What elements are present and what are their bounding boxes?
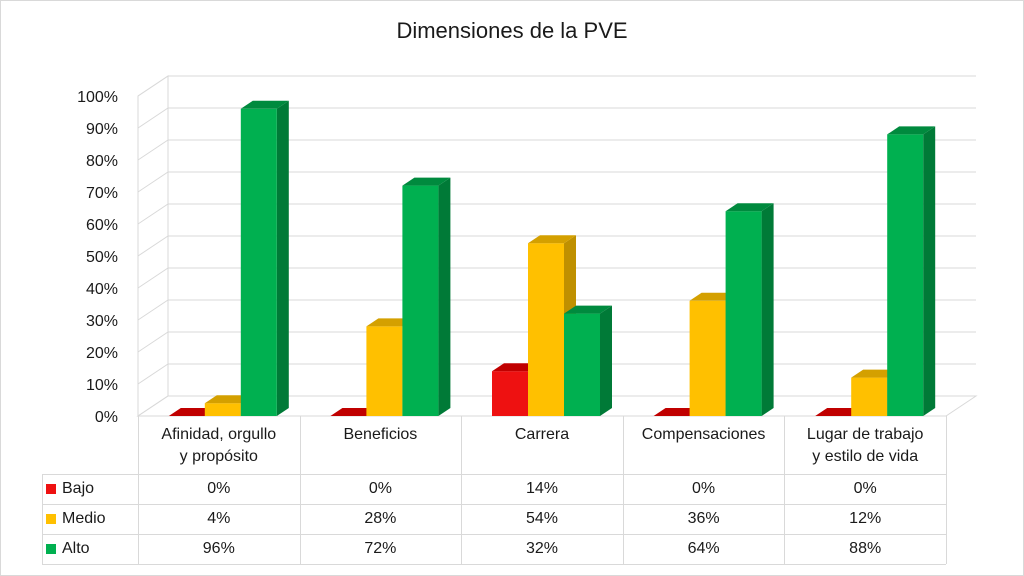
- bar-top: [240, 100, 289, 109]
- series-label: Bajo: [62, 480, 95, 497]
- bar-side: [923, 126, 936, 417]
- bar-alto: [402, 177, 451, 416]
- gridline: [137, 203, 976, 225]
- y-tick-label: 30%: [86, 313, 118, 330]
- table-border: [299, 416, 301, 564]
- bar-front: [725, 211, 762, 416]
- y-tick-label: 80%: [86, 153, 118, 170]
- series-label: Medio: [62, 510, 106, 527]
- y-tick-label: 20%: [86, 345, 118, 362]
- table-border: [42, 564, 946, 565]
- table-border: [138, 416, 139, 564]
- data-cell: 54%: [525, 510, 558, 527]
- y-tick-label: 40%: [86, 281, 118, 298]
- table-border: [42, 534, 946, 535]
- bar-front: [240, 108, 277, 417]
- bar-front: [492, 371, 528, 416]
- bar-front: [528, 243, 564, 416]
- gridline: [137, 235, 976, 257]
- y-tick-label: 60%: [86, 217, 118, 234]
- bar-side: [761, 203, 774, 416]
- table-border: [622, 416, 624, 564]
- data-cell: 0%: [207, 480, 231, 497]
- data-cell: 0%: [692, 480, 716, 497]
- data-cell: 64%: [687, 540, 720, 557]
- bar-alto: [564, 305, 612, 416]
- y-tick-label: 70%: [86, 185, 118, 202]
- bar-top: [528, 235, 576, 244]
- data-cell: 0%: [853, 480, 877, 497]
- category-label-line: Carrera: [514, 426, 570, 443]
- bar-top: [402, 177, 451, 186]
- category-label: Carrera: [461, 424, 623, 446]
- y-tick-label: 100%: [77, 89, 118, 106]
- bar-front: [887, 134, 924, 416]
- table-border: [784, 416, 786, 564]
- y-tick-label: 90%: [86, 121, 118, 138]
- table-border: [42, 474, 43, 564]
- chart-title: Dimensiones de la PVE: [396, 18, 628, 43]
- bar-front: [366, 326, 403, 416]
- data-cell: 36%: [687, 510, 720, 527]
- bar-front: [851, 377, 888, 416]
- legend-key-medio: [46, 514, 56, 524]
- table-border: [461, 416, 463, 564]
- bar-front: [402, 185, 439, 416]
- gridline: [137, 107, 976, 129]
- category-label: Lugar de trabajo y estilo de vida: [784, 424, 946, 468]
- gridline: [137, 267, 976, 289]
- bar-side: [600, 305, 612, 416]
- category-label-line: Afinidad, orgullo: [161, 426, 277, 443]
- data-cell: 88%: [849, 540, 882, 557]
- gridline: [137, 171, 976, 193]
- gridline: [137, 75, 976, 97]
- bar-top: [725, 203, 774, 212]
- table-border: [42, 474, 946, 475]
- table-border: [946, 416, 947, 564]
- data-cell: 14%: [525, 480, 558, 497]
- bar-front: [689, 300, 726, 416]
- category-label-line: y propósito: [179, 448, 258, 465]
- table-border: [42, 504, 946, 505]
- data-cell: 96%: [202, 540, 235, 557]
- category-label-line: Lugar de trabajo: [806, 426, 924, 443]
- bar-top: [564, 305, 612, 314]
- data-cell: 12%: [849, 510, 882, 527]
- data-cell: 72%: [364, 540, 397, 557]
- y-tick-label: 50%: [86, 249, 118, 266]
- bar-top: [887, 126, 936, 135]
- gridline: [137, 139, 976, 161]
- bar-alto: [887, 126, 936, 417]
- category-label: Afinidad, orgullo y propósito: [138, 424, 300, 468]
- bar-front: [564, 313, 600, 416]
- bar-alto: [240, 100, 289, 417]
- data-cell: 32%: [525, 540, 558, 557]
- data-cell: 4%: [207, 510, 231, 527]
- bar-front: [204, 403, 241, 416]
- category-label: Beneficios: [300, 424, 462, 446]
- y-tick-label: 0%: [95, 409, 118, 426]
- y-tick-label: 10%: [86, 377, 118, 394]
- category-label-line: Compensaciones: [641, 426, 766, 443]
- category-label-line: y estilo de vida: [812, 448, 919, 465]
- legend-key-bajo: [46, 484, 56, 494]
- bar-side: [438, 177, 451, 416]
- legend-key-alto: [46, 544, 56, 554]
- data-cell: 28%: [364, 510, 397, 527]
- bar-side: [276, 100, 289, 417]
- series-label: Alto: [62, 540, 90, 557]
- category-label-line: Beneficios: [343, 426, 418, 443]
- data-cell: 0%: [368, 480, 392, 497]
- bar-alto: [725, 203, 774, 416]
- category-label: Compensaciones: [623, 424, 785, 446]
